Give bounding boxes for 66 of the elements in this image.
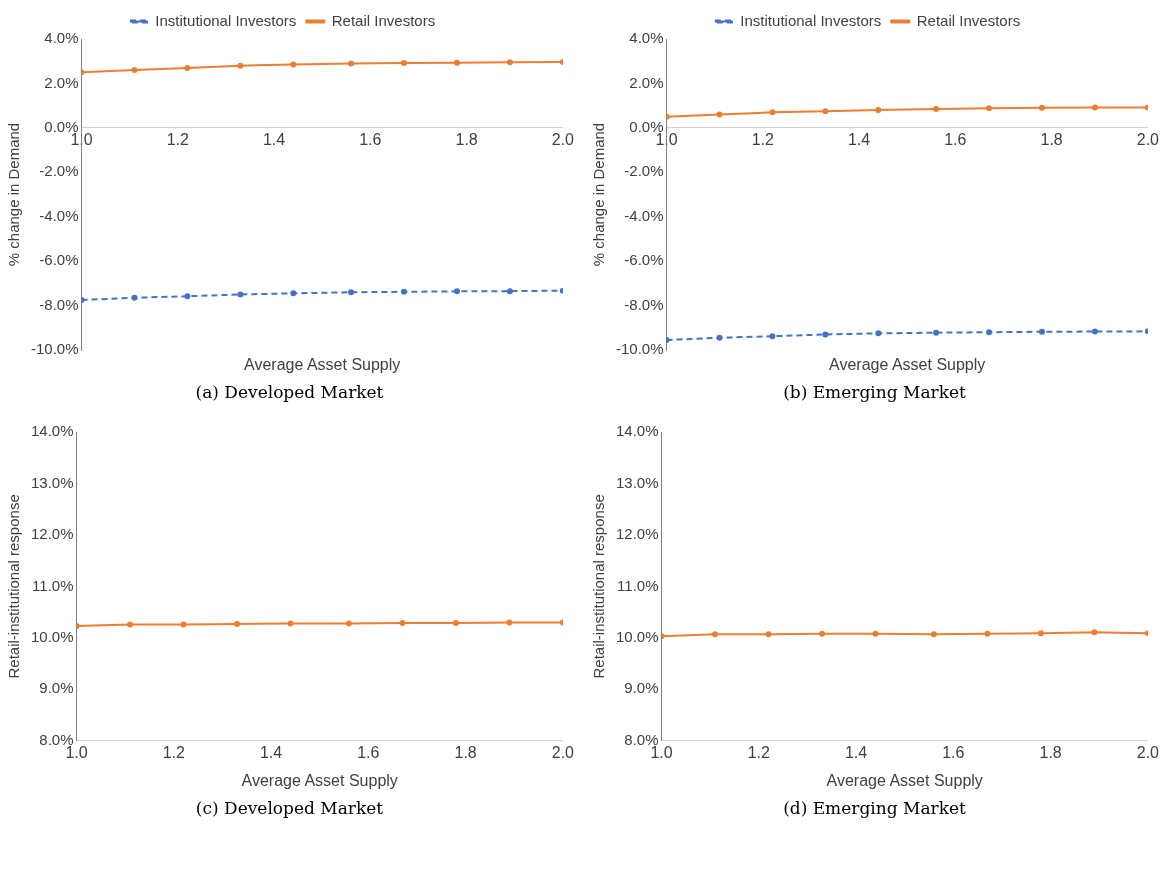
x-tick-label: 1.6 [359,130,382,148]
y-tick-label: 8.0% [624,730,659,748]
y-tick-label: 12.0% [30,525,74,543]
y-tick-label: 9.0% [624,679,659,697]
x-axis-title: Average Asset Supply [241,772,398,790]
y-tick-label: 13.0% [615,473,659,491]
legend-label: Institutional Investors [155,11,297,29]
y-tick-label: 4.0% [629,29,664,47]
y-tick-label: 9.0% [39,679,74,697]
text: (c) Developed Market [194,798,385,818]
y-tick-label: -6.0% [39,251,79,269]
x-tick-label: 1.2 [751,130,775,148]
x-tick-label: 2.0 [551,130,575,148]
y-tick-label: -4.0% [39,206,79,224]
x-tick-label: 1.6 [944,130,967,148]
x-tick-label: 1.6 [942,743,965,761]
x-tick-label: 1.8 [454,743,477,761]
y-tick-label: 14.0% [615,422,659,440]
y-tick-label: -2.0% [39,162,79,180]
y-tick-label: 12.0% [615,525,659,543]
y-tick-label: 10.0% [30,628,74,646]
legend-label: Retail Investors [916,11,1021,29]
y-tick-label: -4.0% [624,206,664,224]
x-axis-title: Average Asset Supply [829,356,986,374]
y-tick-label: -6.0% [624,251,664,269]
y-tick-label: 10.0% [615,628,659,646]
x-tick-label: 1.4 [844,743,868,761]
y-tick-label: -10.0% [616,340,664,358]
legend-label: Institutional Investors [740,11,882,29]
y-tick-label: 11.0% [32,576,74,594]
text: (a) Developed Market [194,382,385,402]
y-tick-label: 0.0% [44,118,79,135]
x-tick-label: 1.8 [455,130,478,148]
y-tick-label: 8.0% [39,730,74,748]
x-tick-label: 1.2 [747,743,771,761]
text: (b) Emerging Market [782,382,967,402]
x-axis-title: Average Asset Supply [244,356,401,374]
legend-label: Retail Investors [331,11,436,29]
y-tick-label: 14.0% [30,422,74,440]
x-tick-label: 1.2 [162,743,186,761]
x-tick-label: 1.8 [1040,130,1063,148]
y-tick-label: -8.0% [39,295,79,313]
y-tick-label: 0.0% [629,118,664,135]
y-tick-label: -2.0% [624,162,664,180]
x-tick-label: 1.2 [166,130,190,148]
x-tick-label: 1.4 [262,130,286,148]
y-tick-label: 2.0% [629,73,664,91]
x-axis-title: Average Asset Supply [826,772,983,790]
y-tick-label: 11.0% [617,576,659,594]
y-tick-label: -8.0% [624,295,664,313]
x-tick-label: 2.0 [1136,130,1160,148]
y-axis-title: Retail-institutional response [590,494,608,679]
x-tick-label: 1.6 [357,743,380,761]
y-tick-label: 13.0% [30,473,74,491]
y-axis-title: Retail-institutional response [5,494,23,679]
x-tick-label: 1.4 [847,130,871,148]
text: (d) Emerging Market [782,798,967,818]
x-tick-label: 2.0 [551,743,575,761]
x-tick-label: 1.4 [259,743,283,761]
y-tick-label: 2.0% [44,73,79,91]
y-tick-label: 4.0% [44,29,79,47]
y-axis-title: % change in Demand [5,122,23,267]
x-tick-label: 2.0 [1136,743,1160,761]
x-tick-label: 1.8 [1039,743,1062,761]
y-tick-label: -10.0% [31,340,79,358]
y-axis-title: % change in Demand [590,122,608,267]
